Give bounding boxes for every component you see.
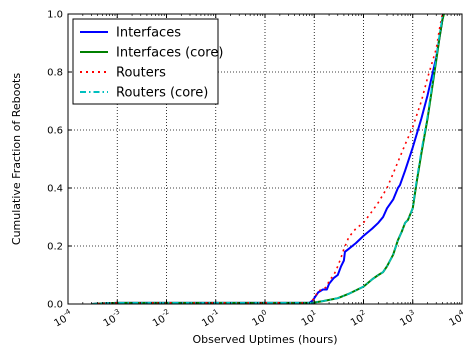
x-tick-label-exponent: -4 xyxy=(62,307,73,318)
y-tick-label: 0.4 xyxy=(47,184,63,195)
legend-box xyxy=(72,18,219,105)
x-tick-label: 10-3 xyxy=(100,308,124,330)
y-tick-label: 1.0 xyxy=(47,10,63,21)
x-tick-label-exponent: 1 xyxy=(309,308,317,317)
legend-label: Interfaces (core) xyxy=(116,46,223,61)
axis-ticks xyxy=(67,13,463,305)
x-tick-label-exponent: 4 xyxy=(457,308,465,317)
legend-label: Routers (core) xyxy=(116,86,208,101)
x-axis-label: Observed Uptimes (hours) xyxy=(192,333,337,346)
y-tick-label: 0.0 xyxy=(47,300,63,311)
y-axis-label: Cumulative Fraction of Reboots xyxy=(10,73,23,245)
x-tick-label: 10-4 xyxy=(51,307,76,329)
x-tick-label-exponent: -1 xyxy=(210,308,220,318)
legend-label: Interfaces xyxy=(116,26,181,41)
x-tick-label: 101 xyxy=(298,308,320,329)
x-tick-label-exponent: 2 xyxy=(359,308,367,317)
x-tick-label-exponent: -3 xyxy=(111,308,121,318)
legend-label: Routers xyxy=(116,66,166,81)
x-tick-label: 102 xyxy=(348,308,370,329)
x-tick-label: 104 xyxy=(446,308,468,329)
y-tick-label: 0.2 xyxy=(47,242,63,253)
x-tick-label-exponent: -2 xyxy=(160,308,170,318)
series-line-routers-core xyxy=(91,14,445,304)
y-tick-label: 0.8 xyxy=(47,68,63,79)
y-tick-label: 0.6 xyxy=(47,126,63,137)
x-tick-label-exponent: 3 xyxy=(408,308,416,317)
x-tick-label: 10-1 xyxy=(199,308,223,330)
x-tick-label-exponent: 0 xyxy=(260,308,268,317)
x-tick-label: 103 xyxy=(397,308,419,329)
y-tick-labels: 0.0 0.2 0.4 0.6 0.8 1.0 xyxy=(47,10,63,311)
x-tick-label: 100 xyxy=(249,308,271,329)
x-tick-label: 10-2 xyxy=(149,308,173,330)
legend: Interfaces Interfaces (core) Routers Router… xyxy=(72,18,223,105)
